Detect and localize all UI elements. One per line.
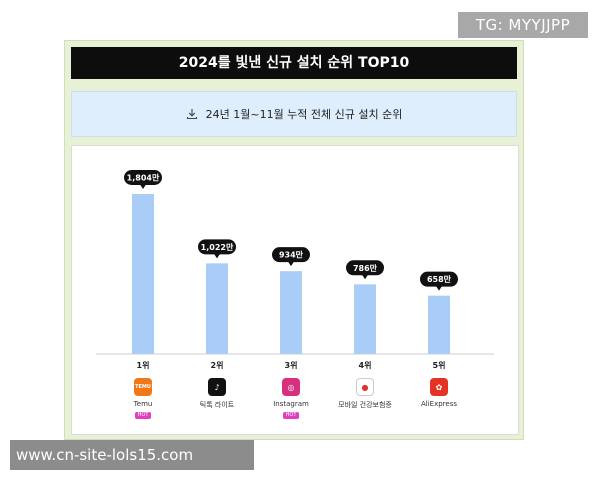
site-watermark: www.cn-site-lols15.com (10, 440, 254, 470)
data-label-pointer (214, 253, 220, 259)
rank-label: 4위 (359, 360, 372, 370)
data-label-pointer (288, 261, 294, 267)
temu-icon: TEMU (134, 378, 152, 396)
data-label-pointer (436, 286, 442, 291)
bar (132, 194, 154, 354)
rank-label: 1위 (137, 360, 150, 370)
app-name: AliExpress (420, 400, 457, 408)
bar (428, 295, 450, 354)
app-name: 모바일 건강보험증 (338, 401, 392, 409)
chart-subtitle: 24년 1월~11월 누적 전체 신규 설치 순위 (205, 108, 403, 121)
data-label-pill (346, 260, 384, 276)
tiktok-icon: ♪ (208, 378, 226, 396)
rank-label: 5위 (433, 360, 446, 370)
data-label-pointer (140, 184, 146, 189)
rank-label: 2위 (211, 360, 224, 370)
app-name: Temu (133, 400, 153, 408)
data-label-pill (420, 271, 458, 287)
instagram-icon: ◎ (282, 378, 300, 396)
hot-badge: HOT (135, 412, 151, 419)
download-icon (186, 108, 198, 120)
app-name: Instagram (273, 400, 309, 408)
data-label-pill (124, 170, 162, 185)
infographic-frame: 2024를 빛낸 신규 설치 순위 TOP10 24년 1월~11월 누적 전체… (64, 40, 524, 440)
data-label: 786만 (353, 263, 378, 273)
bar (354, 284, 376, 354)
data-label: 658만 (427, 274, 452, 284)
bar (280, 271, 302, 354)
data-label: 1,022만 (201, 242, 234, 252)
aliexpress-icon: ✿ (430, 378, 448, 396)
subtitle-box: 24년 1월~11월 누적 전체 신규 설치 순위 (71, 91, 517, 137)
data-label-pill (272, 247, 310, 263)
bar (206, 263, 228, 354)
data-label: 1,804만 (127, 173, 160, 183)
hot-badge: HOT (283, 412, 299, 419)
chart-title: 2024를 빛낸 신규 설치 순위 TOP10 (71, 47, 517, 79)
app-name: 틱톡 라이트 (199, 401, 235, 409)
rank-label: 3위 (285, 360, 298, 370)
bar-chart: 1,804만 1위 1,022만 2위 934만 3위 786만 4위 658만 5위 TEMU T… (71, 145, 519, 435)
telegram-watermark: TG: MYYJJPP (458, 12, 588, 38)
data-label: 934만 (279, 250, 304, 260)
data-label-pill (198, 239, 236, 255)
data-label-pointer (362, 274, 368, 280)
bar-chart-svg: 1,804만 1위 1,022만 2위 934만 3위 786만 4위 658만 5위 (96, 170, 494, 370)
health-insurance-icon: ● (356, 378, 374, 396)
